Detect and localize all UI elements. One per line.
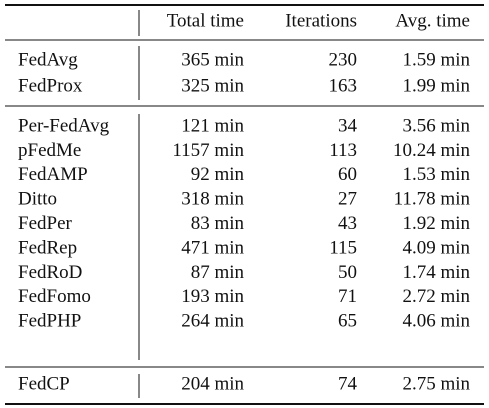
table-cell: 43 bbox=[338, 213, 357, 234]
table-cell: 121 min bbox=[181, 115, 244, 136]
table-cell: 230 bbox=[329, 49, 358, 70]
table-cell: 34 bbox=[338, 115, 358, 136]
header-cell: Total time bbox=[167, 10, 244, 31]
table-cell: 60 bbox=[338, 164, 357, 185]
method-name: FedFomo bbox=[18, 286, 91, 307]
table-cell: 1.59 min bbox=[402, 49, 470, 70]
method-name: FedPHP bbox=[18, 311, 81, 332]
table-cell: 65 bbox=[338, 311, 357, 332]
table-cell: 27 bbox=[338, 189, 357, 210]
method-name: FedRep bbox=[18, 237, 77, 258]
table-cell: 92 min bbox=[191, 164, 245, 185]
method-name: FedProx bbox=[18, 75, 83, 96]
table-cell: 2.72 min bbox=[402, 286, 470, 307]
header-cell: Iterations bbox=[285, 10, 357, 31]
method-name: Per-FedAvg bbox=[18, 115, 110, 136]
table-cell: 471 min bbox=[181, 237, 244, 258]
table-cell: 4.06 min bbox=[402, 311, 470, 332]
table-cell: 1.53 min bbox=[402, 164, 470, 185]
table-cell: 71 bbox=[338, 286, 357, 307]
table-cell: 115 bbox=[329, 237, 357, 258]
method-name: FedRoD bbox=[18, 262, 82, 283]
table-cell: 4.09 min bbox=[402, 237, 470, 258]
table-cell: 163 bbox=[329, 75, 358, 96]
header-cell: Avg. time bbox=[395, 10, 470, 31]
method-name: Ditto bbox=[18, 189, 57, 210]
table-cell: 11.78 min bbox=[394, 189, 471, 210]
method-name: pFedMe bbox=[18, 140, 81, 161]
table-cell: 50 bbox=[338, 262, 357, 283]
method-name: FedAMP bbox=[18, 164, 88, 185]
table-cell: 10.24 min bbox=[393, 140, 471, 161]
table-cell: 318 min bbox=[181, 189, 244, 210]
method-name: FedPer bbox=[18, 213, 73, 234]
table-cell: 1.92 min bbox=[402, 213, 470, 234]
table-cell: 1157 min bbox=[172, 140, 244, 161]
table-cell: 204 min bbox=[181, 373, 244, 394]
table-cell: 113 bbox=[329, 140, 357, 161]
table-cell: 193 min bbox=[181, 286, 244, 307]
table-cell: 74 bbox=[338, 373, 358, 394]
table-cell: 1.74 min bbox=[402, 262, 470, 283]
method-name: FedAvg bbox=[18, 49, 78, 70]
table-cell: 1.99 min bbox=[402, 75, 470, 96]
table-cell: 365 min bbox=[181, 49, 244, 70]
table-cell: 325 min bbox=[181, 75, 244, 96]
table-cell: 83 min bbox=[191, 213, 245, 234]
table-cell: 2.75 min bbox=[402, 373, 470, 394]
method-name: FedCP bbox=[18, 373, 70, 394]
table-cell: 87 min bbox=[191, 262, 245, 283]
table-cell: 3.56 min bbox=[402, 115, 470, 136]
table-cell: 264 min bbox=[181, 311, 244, 332]
